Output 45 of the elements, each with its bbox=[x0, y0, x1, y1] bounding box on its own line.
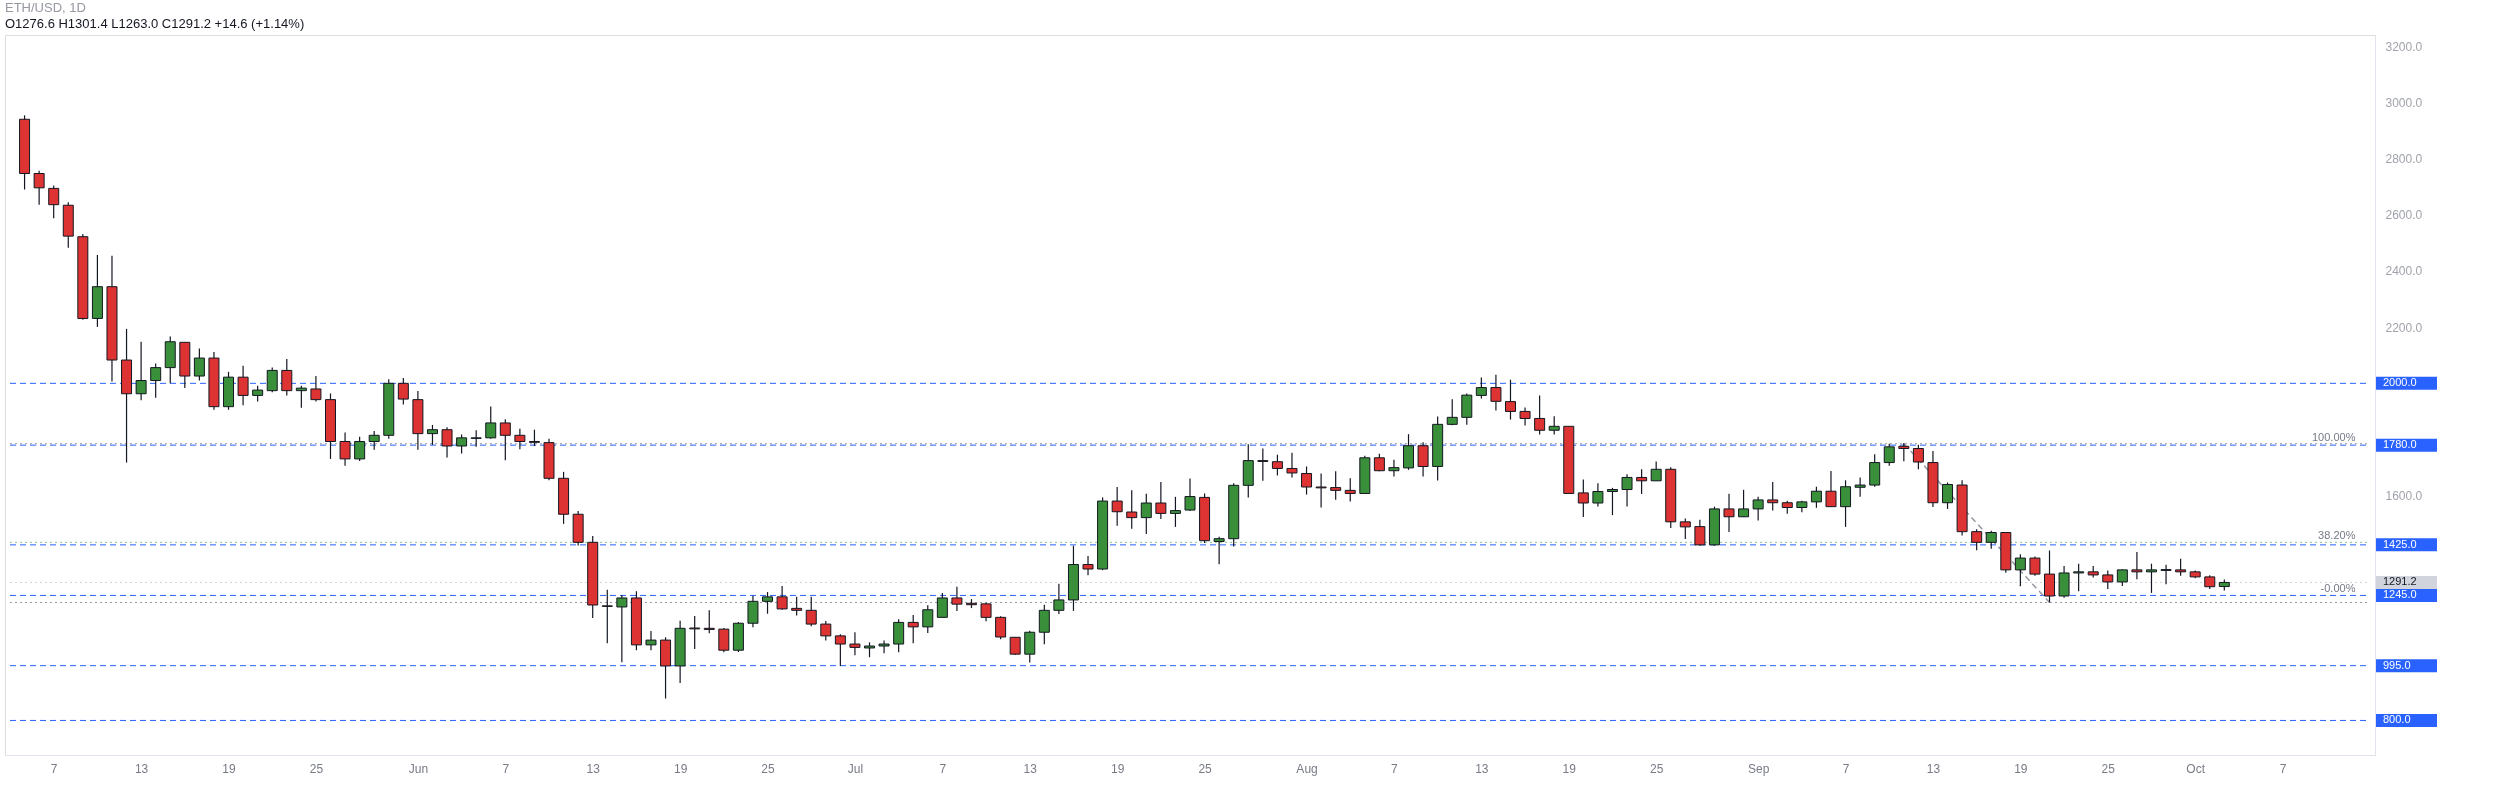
x-tick-label: 25 bbox=[1649, 761, 1664, 776]
y-tick-label: 2600.0 bbox=[2385, 208, 2423, 223]
ref-line-label: 995.0 bbox=[2383, 658, 2411, 671]
chart-title: ETH/USD, 1D bbox=[5, 0, 86, 15]
x-tick-label: Jun bbox=[408, 761, 429, 776]
x-tick-label: 25 bbox=[309, 761, 324, 776]
x-tick-label: 19 bbox=[1562, 761, 1577, 776]
x-tick-label: 19 bbox=[2014, 761, 2028, 776]
ref-line-label: 800.0 bbox=[2383, 713, 2411, 726]
ref-line-label: 1780.0 bbox=[2383, 438, 2417, 451]
chart-subtitle: O1276.6 H1301.4 L1263.0 C1291.2 +14.6 (+1.14%) bbox=[5, 16, 305, 31]
x-tick-label: 13 bbox=[134, 761, 149, 776]
y-tick-label: 2800.0 bbox=[2385, 152, 2423, 167]
x-tick-label: 19 bbox=[673, 761, 688, 776]
y-tick-label: 2200.0 bbox=[2385, 320, 2423, 335]
x-tick-label: 25 bbox=[1198, 761, 1213, 776]
x-tick-label: Sep bbox=[1747, 761, 1770, 776]
ref-line-label: 1425.0 bbox=[2383, 537, 2417, 550]
annotation: 100.00% bbox=[2311, 430, 2356, 443]
x-tick-label: Aug bbox=[1296, 761, 1318, 776]
x-tick-label: 13 bbox=[586, 761, 601, 776]
y-tick-label: 3200.0 bbox=[2385, 39, 2423, 54]
x-tick-label: 25 bbox=[761, 761, 776, 776]
x-tick-label: 7 bbox=[50, 761, 58, 776]
annotation: -0.00% bbox=[2320, 582, 2356, 595]
x-tick-label: 7 bbox=[1842, 761, 1850, 776]
x-tick-label: Oct bbox=[2186, 761, 2206, 776]
x-tick-label: 7 bbox=[502, 761, 510, 776]
ref-line-label: 1291.2 bbox=[2383, 575, 2417, 588]
y-tick-label: 2400.0 bbox=[2385, 264, 2423, 279]
x-tick-label: 13 bbox=[1926, 761, 1941, 776]
x-tick-label: 19 bbox=[222, 761, 237, 776]
x-tick-label: Jul bbox=[847, 761, 864, 776]
x-tick-label: 19 bbox=[1110, 761, 1125, 776]
ref-line-label: 1245.0 bbox=[2383, 588, 2417, 601]
y-tick-label: 1600.0 bbox=[2385, 489, 2423, 504]
y-tick-label: 3000.0 bbox=[2385, 95, 2423, 110]
x-tick-label: 13 bbox=[1475, 761, 1489, 776]
x-tick-label: 7 bbox=[2279, 761, 2287, 776]
x-tick-label: 13 bbox=[1023, 761, 1038, 776]
x-tick-label: 7 bbox=[1391, 761, 1399, 776]
x-tick-label: 25 bbox=[2101, 761, 2116, 776]
annotation: 38.20% bbox=[2318, 529, 2356, 542]
ref-line-label: 2000.0 bbox=[2383, 376, 2417, 389]
x-tick-label: 7 bbox=[939, 761, 947, 776]
